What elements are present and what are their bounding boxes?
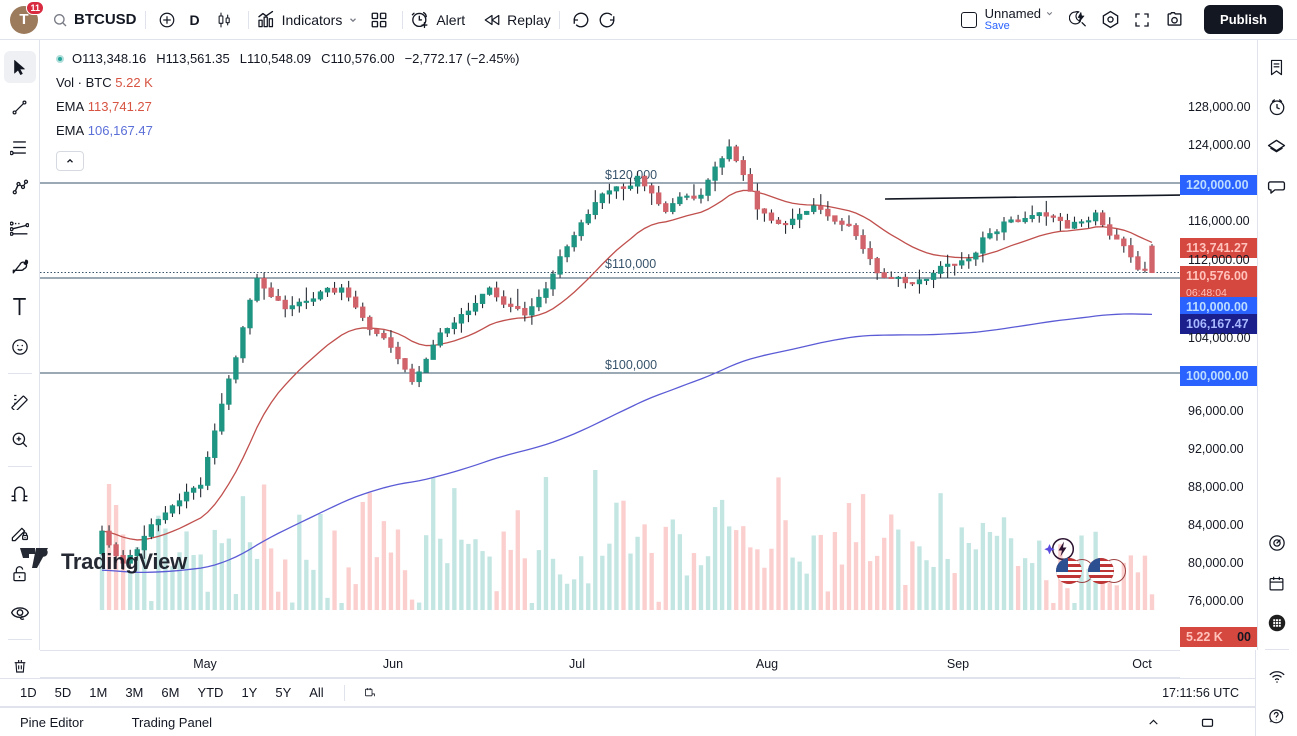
svg-text:$100,000: $100,000 <box>605 358 657 372</box>
svg-text:$110,000: $110,000 <box>605 257 656 271</box>
svg-text:$120,000: $120,000 <box>605 168 657 182</box>
